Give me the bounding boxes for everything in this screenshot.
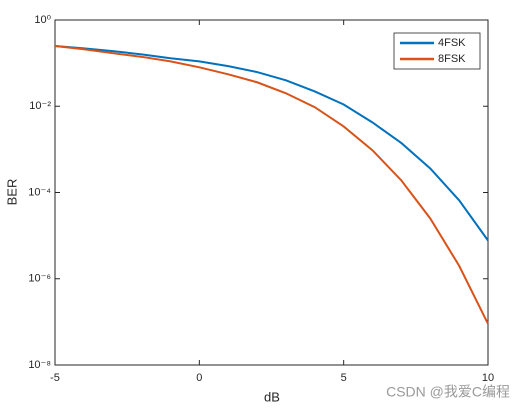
x-tick-label: 10 — [482, 372, 494, 384]
x-tick-label: 5 — [341, 372, 347, 384]
x-tick-label: -5 — [50, 372, 60, 384]
legend-box — [393, 32, 481, 70]
data-line — [54, 44, 489, 325]
y-tick-label: 10⁻⁸ — [28, 359, 51, 371]
x-axis-label: dB — [264, 389, 280, 404]
y-tick-label: 10⁻⁶ — [28, 273, 51, 285]
y-tick-label: 10⁻² — [29, 100, 51, 112]
plot-frame — [54, 19, 489, 366]
x-tick-label: 0 — [196, 372, 202, 384]
y-tick-label: 10⁰ — [34, 14, 51, 26]
legend-label: 8FSK — [438, 53, 466, 65]
legend-label: 4FSK — [438, 37, 466, 49]
watermark: CSDN @我爱C编程 — [386, 384, 510, 400]
data-line — [54, 44, 489, 242]
y-tick-label: 10⁻⁴ — [28, 186, 51, 198]
y-axis-label: BER — [4, 179, 19, 206]
